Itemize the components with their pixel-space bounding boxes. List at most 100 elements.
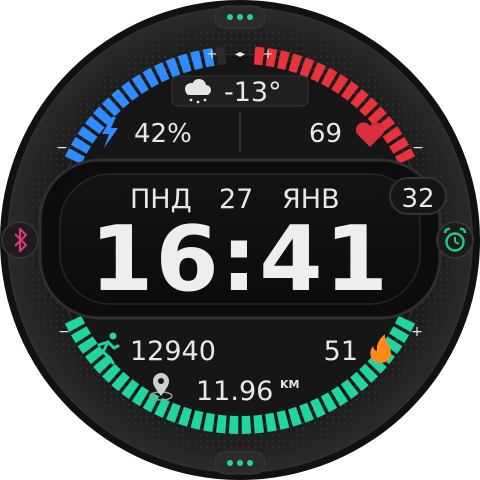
steps-gauge-segment [215,414,227,434]
distance-unit: KM [280,378,299,391]
battery-gauge-segment [177,53,192,74]
steps-gauge-segment [288,406,302,427]
steps-gauge-segment [367,355,387,374]
steps-gauge-segment [142,392,160,413]
battery-gauge-plus: + [207,47,218,62]
time-capsule [38,158,442,320]
steps-gauge-segment [276,410,290,430]
date-day: 27 [219,184,253,215]
battery-gauge-segment [142,67,159,88]
calories-value: 51 [324,336,358,367]
heart-gauge-segment [359,97,379,117]
steps-gauge-segment [228,415,239,434]
heart-gauge-segment [265,48,278,68]
location-pin-icon [149,373,173,401]
steps-gauge-segment [359,363,379,383]
battery-percent: 42% [134,119,192,149]
steps-gauge-segment [241,415,252,434]
heart-gauge-segment [299,57,315,78]
steps-gauge-segment [111,371,130,392]
battery-gauge-segment [77,126,98,144]
steps-gauge-segment [389,326,410,344]
time-display: 16:41 [90,207,390,312]
heart-gauge-segment [367,106,387,126]
heart-gauge-segment [350,88,369,109]
heart-gauge-segment [394,148,416,165]
alarm-button[interactable] [436,221,474,259]
steps-value: 12940 [130,336,216,367]
heart-gauge-segment [253,46,265,66]
lightning-icon [102,117,118,148]
heart-gauge-segment [341,81,359,101]
steps-gauge-segment [394,315,416,332]
steps-gauge-segment [330,386,349,407]
steps-gauge-segment [253,414,265,434]
weather-widget[interactable]: -13° [171,75,309,108]
gauge-divider-icon: ◂▸ [235,49,245,60]
battery-gauge-segment [85,116,105,135]
steps-gauge-segment [265,412,277,433]
battery-gauge [64,46,227,165]
battery-gauge-minus: − [56,140,68,156]
steps-gauge-segment [299,402,314,423]
bottom-page-indicator[interactable] [214,451,266,475]
date-weekday: ПНД [130,184,192,215]
steps-gauge-segment [70,326,91,344]
alarm-clock-icon [443,227,467,252]
steps-gauge-segment [131,386,150,407]
heart-rate-gauge [253,46,416,165]
battery-gauge-segment [215,46,227,66]
battery-gauge-segment [101,97,121,117]
battery-gauge-segment [70,136,91,154]
battery-gauge-segment [190,50,203,70]
top-page-indicator[interactable] [214,5,266,29]
battery-gauge-segment [165,57,181,78]
heart-gauge-segment [382,126,403,144]
heart-gauge-segment [389,136,410,154]
battery-gauge-segment [153,62,170,83]
heart-gauge-plus: + [263,47,274,62]
battery-gauge-segment [93,106,113,126]
steps-gauge-segment [310,397,326,418]
battery-gauge-segment [121,81,139,101]
steps-gauge-segment [190,410,204,430]
heart-gauge-segment [310,62,327,83]
steps-gauge-segment [93,355,113,374]
running-person-icon [94,332,120,365]
week-number: 32 [401,184,434,214]
steps-gauge-segment [121,379,140,400]
steps-gauge-plus: + [411,324,423,340]
distance-value: 11.96 [196,376,273,407]
battery-gauge-segment [64,148,86,165]
flame-icon [370,334,391,363]
heart-rate-value: 69 [309,119,342,149]
battery-widget[interactable]: 42% [102,117,192,149]
steps-gauge-segment [350,371,369,392]
steps-gauge-segment [77,336,98,354]
heart-icon [355,122,385,147]
heart-gauge-segment [331,74,349,95]
temperature-value: -13° [224,77,282,108]
distance-widget[interactable]: 11.96 KM [149,373,299,407]
steps-gauge-segment [340,379,359,400]
steps-widget[interactable]: 12940 [94,332,216,368]
bluetooth-button[interactable] [1,221,39,259]
cloud-snow-icon [185,79,211,104]
steps-gauge-minus: − [58,324,70,340]
steps-gauge-segment [320,392,338,413]
steps-gauge-segment [166,402,181,423]
week-number-badge: 32 [389,177,447,215]
steps-gauge-segment [178,406,192,427]
battery-gauge-segment [111,88,130,109]
date-month: ЯНВ [282,184,340,215]
steps-gauge-segment [64,315,86,332]
heart-gauge-minus: − [412,140,424,156]
calories-widget[interactable]: 51 [324,334,391,367]
steps-gauge-segment [154,397,170,418]
heart-rate-widget[interactable]: 69 [309,119,385,149]
date-row[interactable]: ПНД 27 ЯНВ [130,184,340,215]
heart-gauge-segment [288,53,303,74]
heart-gauge-segment [321,67,338,88]
heart-gauge-segment [277,50,290,70]
